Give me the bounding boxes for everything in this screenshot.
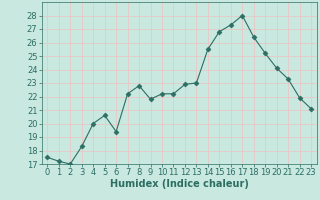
X-axis label: Humidex (Indice chaleur): Humidex (Indice chaleur) [110, 179, 249, 189]
